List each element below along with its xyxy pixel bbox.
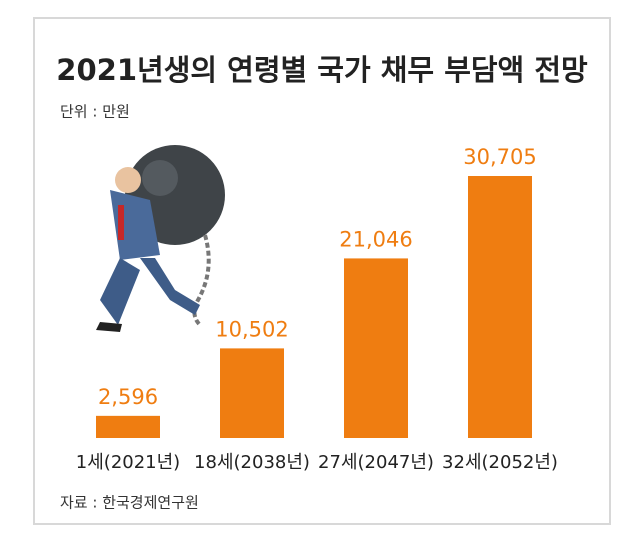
value-label: 2,596 bbox=[98, 385, 158, 409]
unit-note: 단위 : 만원 bbox=[60, 103, 130, 121]
bar bbox=[344, 258, 408, 438]
value-label: 10,502 bbox=[215, 317, 288, 341]
source-note: 자료 : 한국경제연구원 bbox=[60, 494, 199, 512]
x-tick-label: 32세(2052년) bbox=[442, 452, 558, 473]
bar bbox=[96, 415, 160, 438]
x-tick-label: 1세(2021년) bbox=[76, 452, 180, 473]
x-tick-label: 18세(2038년) bbox=[194, 452, 310, 473]
value-label: 30,705 bbox=[463, 145, 536, 169]
chart-title: 2021년생의 연령별 국가 채무 부담액 전망 bbox=[56, 53, 588, 87]
illustration bbox=[96, 145, 225, 332]
bar bbox=[468, 176, 532, 438]
bar bbox=[220, 348, 284, 438]
x-tick-label: 27세(2047년) bbox=[318, 452, 434, 473]
value-label: 21,046 bbox=[339, 227, 412, 251]
